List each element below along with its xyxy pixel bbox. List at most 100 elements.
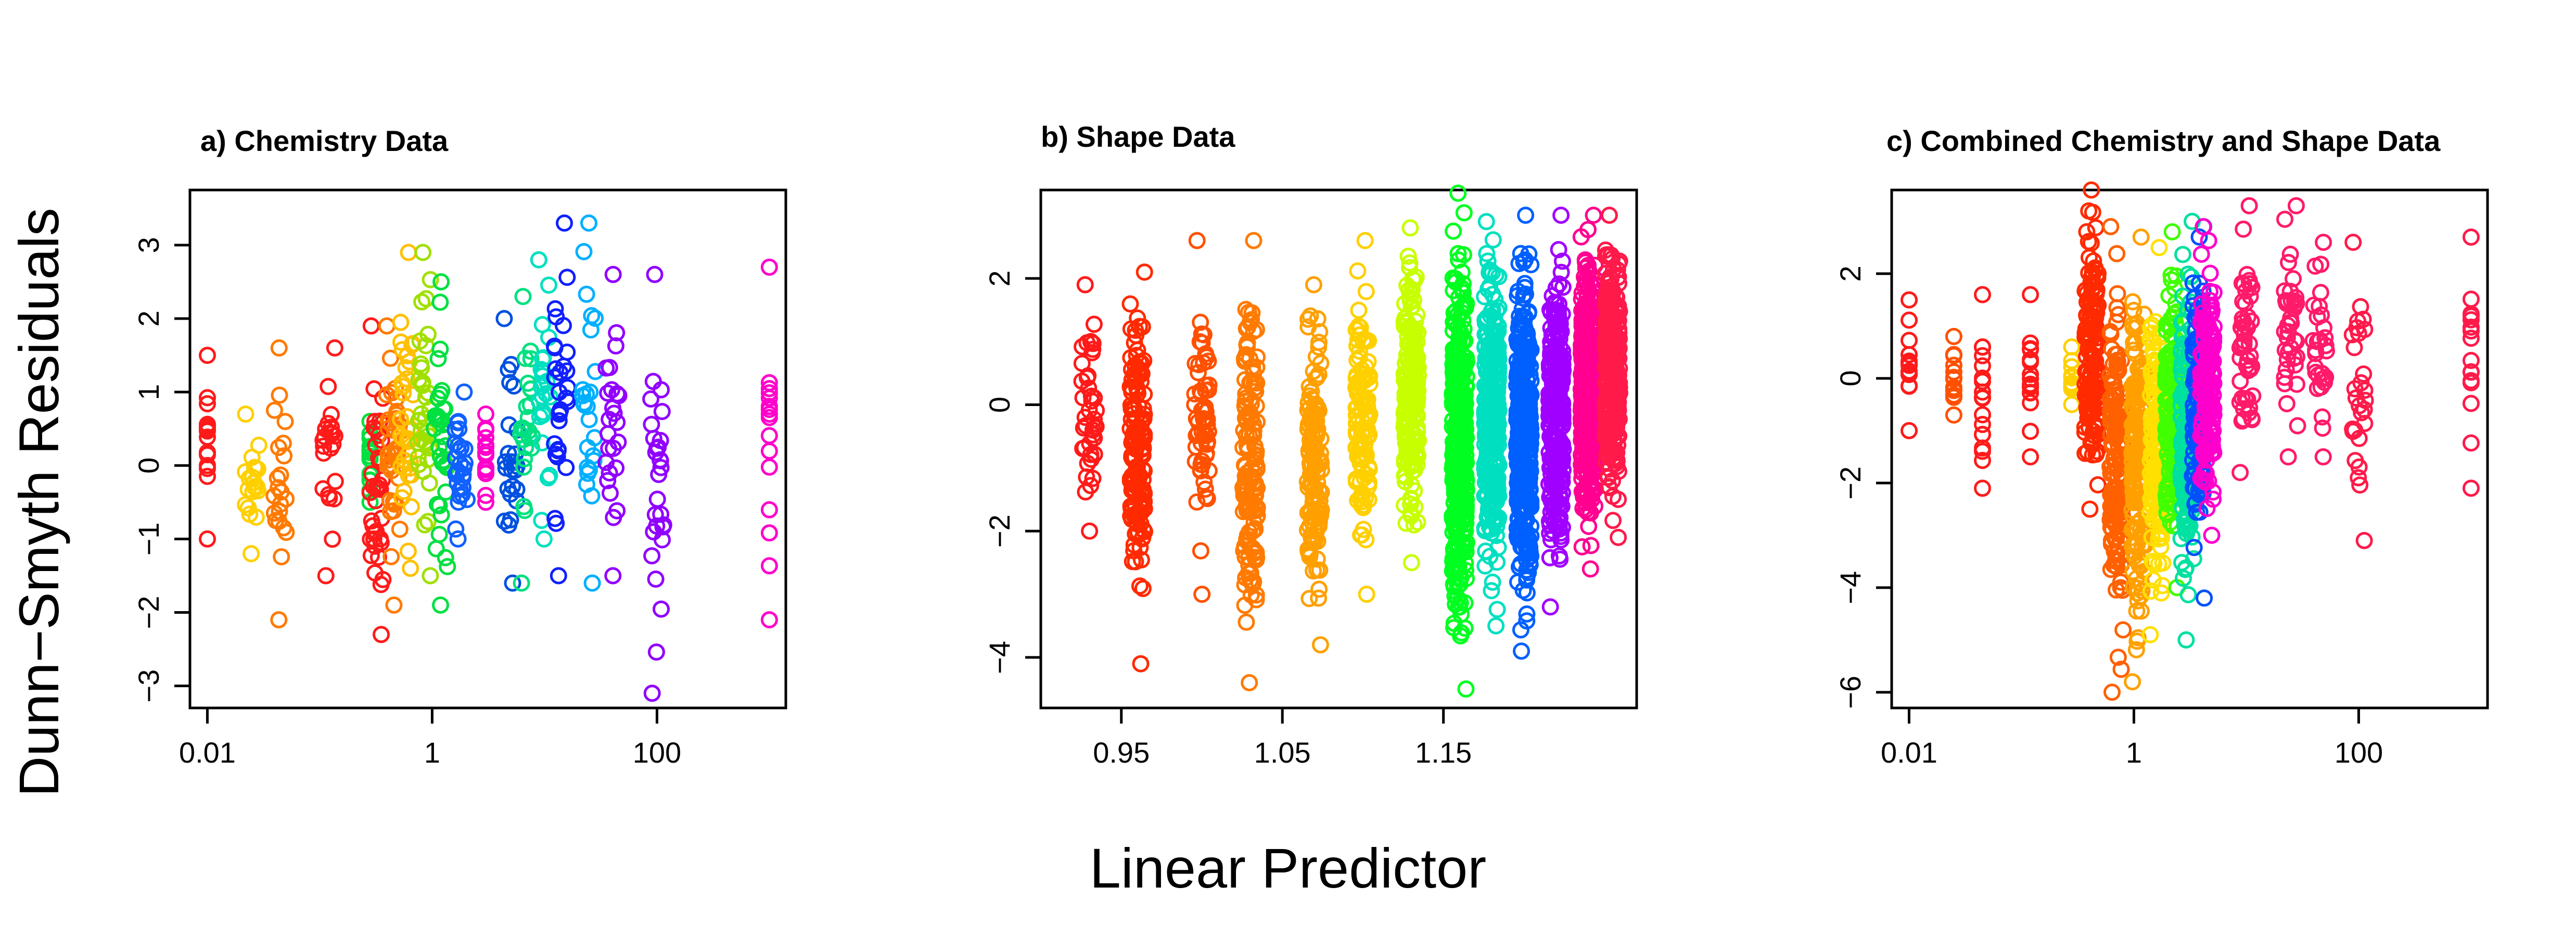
data-point — [1457, 299, 1474, 316]
panel-c-plot-frame — [1890, 188, 2489, 710]
data-point — [1404, 437, 1422, 455]
data-point — [2144, 571, 2162, 589]
data-point — [2084, 426, 2102, 444]
data-point — [2083, 181, 2100, 199]
data-point — [1303, 427, 1321, 445]
data-point — [605, 439, 622, 457]
data-point — [1310, 589, 1328, 607]
data-point — [654, 518, 672, 536]
data-point — [1550, 241, 1567, 258]
data-point — [1974, 415, 1991, 433]
data-point — [449, 474, 466, 491]
data-point — [1348, 415, 1366, 433]
data-point — [2107, 411, 2124, 429]
data-point — [2355, 365, 2373, 383]
data-point — [558, 269, 576, 286]
data-point — [1311, 636, 1329, 654]
data-point — [2102, 486, 2120, 503]
data-point — [315, 437, 333, 455]
data-point — [270, 479, 287, 497]
data-point — [1235, 457, 1253, 474]
data-point — [2141, 626, 2159, 643]
data-point — [271, 502, 288, 520]
data-point — [1308, 402, 1326, 420]
data-point — [1609, 427, 1626, 445]
data-point — [557, 459, 575, 476]
y-tick-label: −1 — [132, 522, 165, 555]
data-point — [1901, 377, 1918, 395]
data-point — [1974, 383, 1991, 401]
data-point — [317, 567, 335, 585]
data-point — [547, 308, 565, 326]
data-point — [1578, 361, 1596, 378]
data-point — [241, 505, 259, 523]
data-point — [1610, 528, 1627, 546]
data-point — [1074, 440, 1092, 458]
data-point — [1247, 321, 1265, 338]
data-point — [381, 349, 399, 367]
data-point — [1476, 520, 1494, 538]
data-point — [1541, 549, 1559, 566]
data-point — [2076, 375, 2094, 393]
data-point — [1398, 415, 1416, 433]
data-point — [601, 411, 618, 428]
data-point — [1577, 254, 1594, 271]
data-point — [2141, 386, 2159, 404]
data-point — [1400, 375, 1418, 392]
data-point — [1551, 315, 1569, 333]
data-point — [556, 214, 573, 232]
data-point — [1513, 642, 1530, 660]
data-point — [427, 540, 445, 558]
data-point — [1131, 503, 1149, 521]
data-point — [1488, 323, 1506, 340]
y-tick-label: −3 — [132, 669, 165, 703]
data-point — [1542, 486, 1560, 504]
data-point — [2204, 442, 2222, 460]
data-point — [1082, 387, 1100, 405]
data-point — [1455, 275, 1472, 293]
data-point — [541, 388, 559, 406]
data-point — [1609, 436, 1627, 454]
data-point — [2082, 274, 2100, 292]
data-point — [1451, 415, 1469, 433]
data-point — [477, 436, 494, 454]
data-point — [1445, 439, 1462, 457]
data-point — [1445, 222, 1462, 240]
x-tick-label: 1 — [424, 736, 440, 769]
data-point — [270, 339, 288, 357]
data-point — [2316, 374, 2333, 391]
data-point — [1188, 232, 1206, 249]
data-point — [1131, 577, 1149, 595]
x-tick-label: 1.05 — [1254, 736, 1311, 769]
data-point — [402, 560, 419, 577]
data-point — [1238, 320, 1255, 337]
data-point — [392, 427, 410, 445]
data-point — [1238, 498, 1255, 515]
data-point — [2347, 452, 2364, 470]
data-point — [1453, 263, 1471, 281]
data-point — [541, 466, 558, 484]
data-point — [760, 611, 778, 629]
data-point — [2195, 383, 2212, 400]
data-point — [2089, 476, 2107, 493]
data-point — [1136, 263, 1153, 281]
data-point — [1456, 521, 1473, 538]
data-point — [1248, 359, 1266, 376]
data-point — [1196, 480, 1214, 498]
data-point — [433, 428, 451, 446]
data-point — [604, 265, 622, 283]
data-point — [1598, 445, 1616, 463]
data-point — [546, 300, 564, 318]
data-point — [500, 361, 517, 378]
data-point — [1356, 469, 1373, 487]
data-point — [1490, 299, 1508, 316]
data-point — [2200, 472, 2217, 490]
data-point — [2355, 531, 2373, 549]
data-point — [2126, 381, 2144, 399]
data-point — [2194, 472, 2212, 489]
data-point — [1576, 372, 1593, 389]
data-point — [1247, 487, 1265, 504]
data-point — [199, 467, 216, 485]
panel-a-title: a) Chemistry Data — [200, 124, 449, 157]
